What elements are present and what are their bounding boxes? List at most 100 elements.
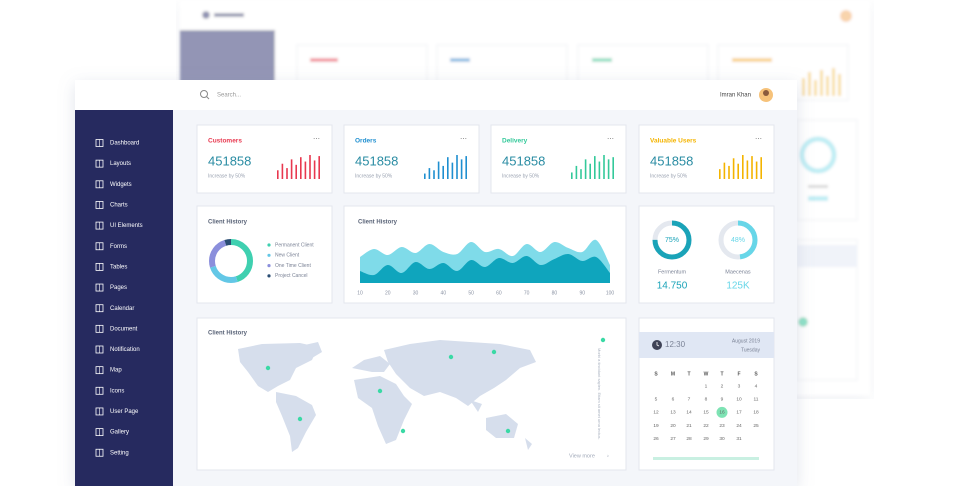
menu-item[interactable]: Pages bbox=[110, 285, 127, 291]
mini-bar bbox=[424, 173, 426, 179]
calendar-day[interactable]: 2 bbox=[721, 383, 724, 389]
mini-bar bbox=[433, 170, 435, 179]
calendar-day[interactable]: 6 bbox=[672, 396, 675, 402]
calendar-day[interactable]: 25 bbox=[753, 423, 759, 429]
calendar-day[interactable]: 19 bbox=[653, 423, 659, 429]
calendar-day[interactable]: 15 bbox=[703, 410, 709, 416]
calendar-month: August 2019 bbox=[732, 338, 760, 344]
menu-item[interactable]: Map bbox=[110, 368, 122, 374]
calendar-day[interactable]: 14 bbox=[686, 410, 692, 416]
calendar-day[interactable]: 9 bbox=[721, 396, 724, 402]
map-marker[interactable] bbox=[448, 354, 454, 360]
map-marker[interactable] bbox=[400, 428, 406, 434]
mini-bar bbox=[746, 160, 749, 179]
mini-bar bbox=[580, 169, 582, 179]
menu-item[interactable]: Calendar bbox=[110, 306, 134, 312]
chevron-icon[interactable]: › bbox=[607, 453, 609, 459]
menu-item[interactable]: Dashboard bbox=[110, 141, 139, 147]
mini-bar bbox=[460, 159, 463, 179]
calendar-day[interactable]: 26 bbox=[653, 436, 659, 442]
mini-bar bbox=[465, 156, 467, 179]
search-icon bbox=[206, 96, 210, 100]
mini-bar bbox=[571, 172, 573, 179]
mini-bar bbox=[309, 155, 311, 179]
mini-bar bbox=[719, 169, 721, 179]
calendar-day[interactable]: 3 bbox=[738, 383, 741, 389]
map-marker[interactable] bbox=[297, 416, 303, 422]
gauge-name: Fermentum bbox=[658, 269, 687, 275]
calendar-day[interactable]: 22 bbox=[703, 423, 709, 429]
map-marker[interactable] bbox=[377, 388, 383, 394]
view-more-link[interactable]: View more bbox=[569, 453, 595, 459]
clock-icon bbox=[656, 342, 660, 347]
weekday-header: M bbox=[671, 371, 675, 377]
map-marker[interactable] bbox=[265, 365, 271, 371]
gauge-label: 48% bbox=[731, 237, 745, 244]
x-tick-label: 30 bbox=[413, 290, 419, 296]
calendar-day[interactable]: 1 bbox=[705, 383, 708, 389]
calendar-day[interactable]: 4 bbox=[755, 383, 758, 389]
calendar-day[interactable]: 13 bbox=[670, 410, 676, 416]
map-marker[interactable] bbox=[600, 337, 606, 343]
more-icon[interactable]: ⋯ bbox=[313, 136, 320, 143]
map-marker[interactable] bbox=[505, 428, 511, 434]
menu-item[interactable]: Charts bbox=[110, 203, 128, 209]
mini-bar bbox=[598, 161, 601, 179]
sidebar bbox=[75, 110, 173, 486]
more-icon[interactable]: ⋯ bbox=[460, 136, 467, 143]
more-icon[interactable]: ⋯ bbox=[607, 136, 614, 143]
x-tick-label: 20 bbox=[385, 290, 391, 296]
mini-bar bbox=[456, 155, 458, 179]
calendar-day[interactable]: 31 bbox=[736, 436, 742, 442]
menu-item[interactable]: Notification bbox=[110, 347, 140, 353]
menu-item[interactable]: User Page bbox=[110, 409, 139, 415]
menu-item[interactable]: UI Elements bbox=[110, 223, 143, 229]
search-input[interactable]: Search... bbox=[217, 93, 241, 99]
mini-bar bbox=[300, 157, 302, 179]
mini-bar bbox=[760, 157, 762, 179]
menu-item[interactable]: Layouts bbox=[110, 161, 131, 167]
calendar-weekday: Tuesday bbox=[741, 347, 760, 353]
map-marker[interactable] bbox=[491, 349, 497, 355]
x-tick-label: 50 bbox=[468, 290, 474, 296]
calendar-day[interactable]: 30 bbox=[719, 436, 725, 442]
calendar-day[interactable]: 10 bbox=[736, 396, 742, 402]
menu-item[interactable]: Forms bbox=[110, 244, 127, 250]
user-name[interactable]: Imran Khan bbox=[720, 93, 751, 99]
stat-title: Customers bbox=[208, 138, 242, 145]
calendar-day[interactable]: 24 bbox=[736, 423, 742, 429]
calendar-day[interactable]: 8 bbox=[705, 396, 708, 402]
calendar-day[interactable]: 5 bbox=[655, 396, 658, 402]
calendar-day[interactable]: 29 bbox=[703, 436, 709, 442]
world-map bbox=[238, 340, 536, 452]
calendar-day[interactable]: 16 bbox=[719, 410, 725, 416]
stat-note: Increase by 50% bbox=[650, 173, 688, 179]
calendar-day[interactable]: 18 bbox=[753, 410, 759, 416]
calendar-day[interactable]: 20 bbox=[670, 423, 676, 429]
calendar-day[interactable]: 27 bbox=[670, 436, 676, 442]
weekday-header: W bbox=[704, 371, 709, 377]
calendar-day[interactable]: 23 bbox=[719, 423, 725, 429]
mini-bar bbox=[290, 159, 293, 179]
legend-label: One Time Client bbox=[275, 263, 311, 269]
menu-item[interactable]: Gallery bbox=[110, 430, 129, 436]
more-icon[interactable]: ⋯ bbox=[755, 136, 762, 143]
menu-item[interactable]: Setting bbox=[110, 450, 129, 456]
calendar-day[interactable]: 21 bbox=[686, 423, 692, 429]
menu-item[interactable]: Document bbox=[110, 326, 138, 332]
mini-bar bbox=[313, 160, 316, 179]
calendar-day[interactable]: 12 bbox=[653, 410, 659, 416]
menu-item[interactable]: Tables bbox=[110, 264, 127, 270]
card bbox=[196, 205, 333, 304]
calendar-day[interactable]: 17 bbox=[736, 410, 742, 416]
x-tick-label: 70 bbox=[524, 290, 530, 296]
menu-item[interactable]: Widgets bbox=[110, 182, 132, 188]
calendar-day[interactable]: 28 bbox=[686, 436, 692, 442]
calendar-day[interactable]: 7 bbox=[688, 396, 691, 402]
calendar-day[interactable]: 11 bbox=[754, 396, 759, 402]
mini-bar bbox=[277, 170, 279, 179]
menu-item[interactable]: Icons bbox=[110, 388, 124, 394]
mini-bar bbox=[295, 164, 297, 179]
calendar-footer-bar bbox=[653, 457, 759, 460]
gauge-arc bbox=[652, 220, 692, 260]
